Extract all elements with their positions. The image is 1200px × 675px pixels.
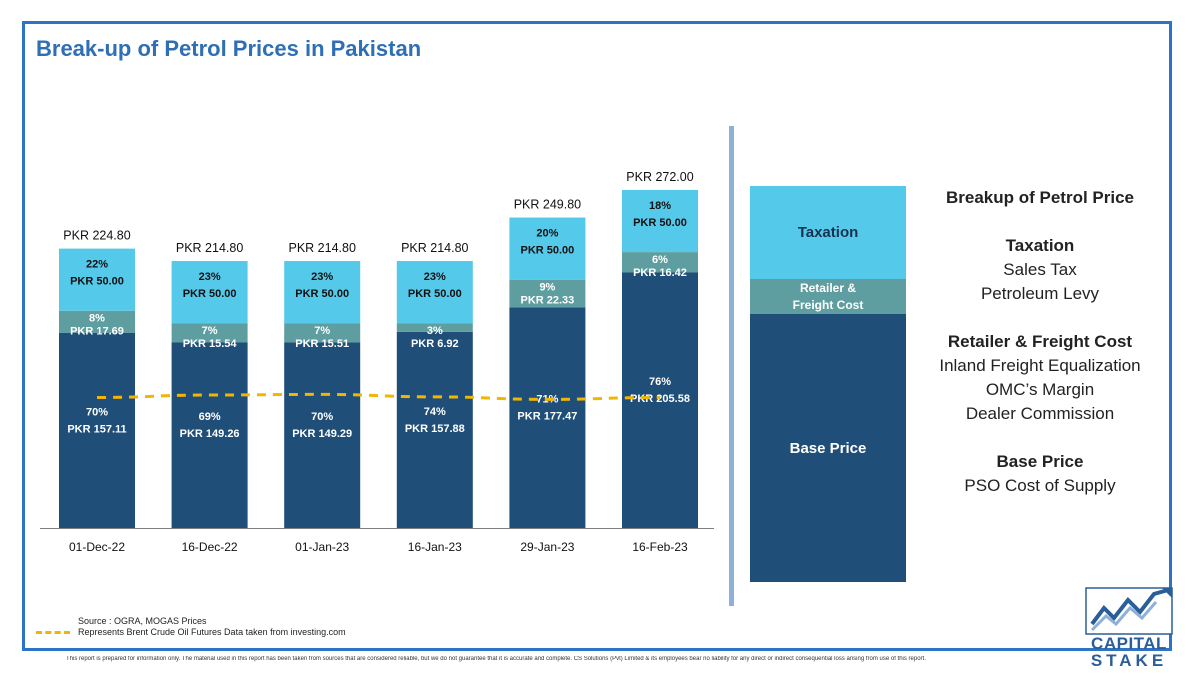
bar-segment-tax (622, 189, 698, 253)
bar-segment-retail (171, 323, 248, 343)
legend-stack-bar: Taxation Retailer & Freight Cost Base Pr… (750, 186, 906, 582)
data-label-pct: 18% (649, 200, 671, 212)
bar-segment-base (396, 331, 473, 528)
x-tick-label: 29-Jan-23 (520, 540, 574, 554)
bar-segment-retail (284, 323, 361, 343)
bar-segment-base (622, 272, 698, 528)
bar-segment-base (171, 342, 248, 528)
data-label-value: PKR 157.11 (67, 423, 126, 435)
info-item: Inland Freight Equalization (939, 356, 1141, 375)
bar-segment-base (284, 342, 361, 528)
brent-trend-line (96, 392, 661, 401)
data-label-pct: 22% (86, 259, 108, 271)
bar-segment-tax (284, 261, 361, 324)
dashed-line-icon (36, 630, 70, 634)
info-title: Breakup of Petrol Price (945, 188, 1134, 207)
data-label-pct: 3% (427, 325, 443, 337)
data-label-value: PKR 157.88 (405, 423, 465, 435)
logo-word-stake: STAKE (1090, 651, 1168, 670)
data-label-pct: 23% (199, 271, 221, 283)
legend-retailer-line1: Retailer & (799, 280, 856, 295)
data-label-value: PKR 50.00 (70, 276, 124, 288)
data-label-value: PKR 15.54 (183, 338, 238, 350)
data-label-value: PKR 50.00 (408, 288, 462, 300)
total-label: PKR 214.80 (401, 241, 468, 255)
source-note: Source : OGRA, MOGAS Prices (78, 616, 207, 626)
data-label-value: PKR 15.51 (295, 338, 349, 350)
info-item: OMC’s Margin (985, 380, 1095, 399)
total-label: PKR 214.80 (176, 241, 243, 255)
info-taxation-head: Taxation (1005, 236, 1075, 255)
info-panel: Breakup of Petrol Price Taxation Sales T… (918, 186, 1162, 498)
page-title: Break-up of Petrol Prices in Pakistan (36, 36, 422, 61)
data-label-value: PKR 149.29 (292, 428, 352, 440)
disclaimer: This report is prepared for information … (66, 656, 926, 662)
data-label-value: PKR 50.00 (520, 245, 574, 257)
info-item: PSO Cost of Supply (964, 476, 1116, 495)
legend-retailer-label: Retailer & Freight Cost (793, 280, 864, 314)
data-label-pct: 69% (199, 411, 221, 423)
info-retailer-head: Retailer & Freight Cost (947, 332, 1133, 351)
data-label-pct: 23% (311, 271, 333, 283)
data-label-pct: 6% (652, 254, 668, 266)
total-label: PKR 272.00 (626, 170, 693, 184)
legend-base-label: Base Price (789, 439, 867, 457)
legend-retailer-line2: Freight Cost (792, 297, 864, 312)
trend-line-note: Represents Brent Crude Oil Futures Data … (78, 627, 346, 637)
panel-divider (729, 126, 734, 606)
trend-line-legend: Represents Brent Crude Oil Futures Data … (36, 627, 346, 637)
data-label-pct: 7% (314, 325, 330, 337)
x-tick-label: 16-Dec-22 (182, 540, 238, 554)
data-label-pct: 70% (311, 411, 333, 423)
report-frame (22, 21, 1172, 651)
data-label-value: PKR 177.47 (517, 411, 577, 423)
x-tick-label: 01-Dec-22 (69, 540, 125, 554)
x-tick-label: 01-Jan-23 (295, 540, 349, 554)
data-label-value: PKR 16.42 (633, 267, 687, 279)
bar-segment-tax (509, 217, 586, 280)
bar-segment-retail (396, 323, 473, 332)
info-item: Dealer Commission (965, 404, 1115, 423)
info-item: Petroleum Levy (980, 284, 1100, 303)
data-label-value: PKR 205.58 (630, 393, 690, 405)
data-label-pct: 70% (86, 406, 108, 418)
total-label: PKR 249.80 (514, 198, 581, 212)
legend-taxation: Taxation (750, 186, 906, 279)
data-label-value: PKR 6.92 (411, 338, 459, 350)
legend-taxation-label: Taxation (797, 224, 859, 241)
info-item: Sales Tax (1003, 260, 1077, 279)
data-label-pct: 76% (649, 376, 671, 388)
bar-segment-base (59, 332, 135, 528)
bar-segment-retail (622, 252, 698, 273)
data-label-pct: 9% (539, 282, 555, 294)
bar-segment-retail (59, 310, 135, 333)
data-label-pct: 74% (424, 406, 446, 418)
total-label: PKR 214.80 (288, 241, 355, 255)
legend-retailer-freight: Retailer & Freight Cost (750, 279, 906, 314)
legend-base-price: Base Price (750, 314, 906, 582)
data-label-value: PKR 50.00 (295, 288, 349, 300)
data-label-value: PKR 50.00 (183, 288, 237, 300)
bar-segment-retail (509, 279, 586, 308)
bar-segment-tax (59, 248, 135, 311)
data-label-pct: 7% (202, 325, 218, 337)
data-label-value: PKR 22.33 (520, 295, 574, 307)
bar-segment-tax (171, 261, 248, 324)
x-tick-label: 16-Feb-23 (632, 540, 688, 554)
bar-segment-tax (396, 261, 473, 324)
capital-stake-logo-icon (1085, 587, 1173, 635)
x-tick-label: 16-Jan-23 (408, 540, 462, 554)
data-label-value: PKR 149.26 (180, 428, 240, 440)
data-label-pct: 8% (89, 313, 105, 325)
logo-word-capital: CAPITAL (1091, 634, 1167, 653)
info-base-head: Base Price (996, 452, 1084, 471)
bar-segment-base (509, 307, 586, 528)
total-label: PKR 224.80 (63, 229, 130, 243)
data-label-pct: 23% (424, 271, 446, 283)
data-label-pct: 20% (536, 228, 558, 240)
data-label-value: PKR 17.69 (70, 326, 124, 338)
data-label-value: PKR 50.00 (633, 217, 687, 229)
